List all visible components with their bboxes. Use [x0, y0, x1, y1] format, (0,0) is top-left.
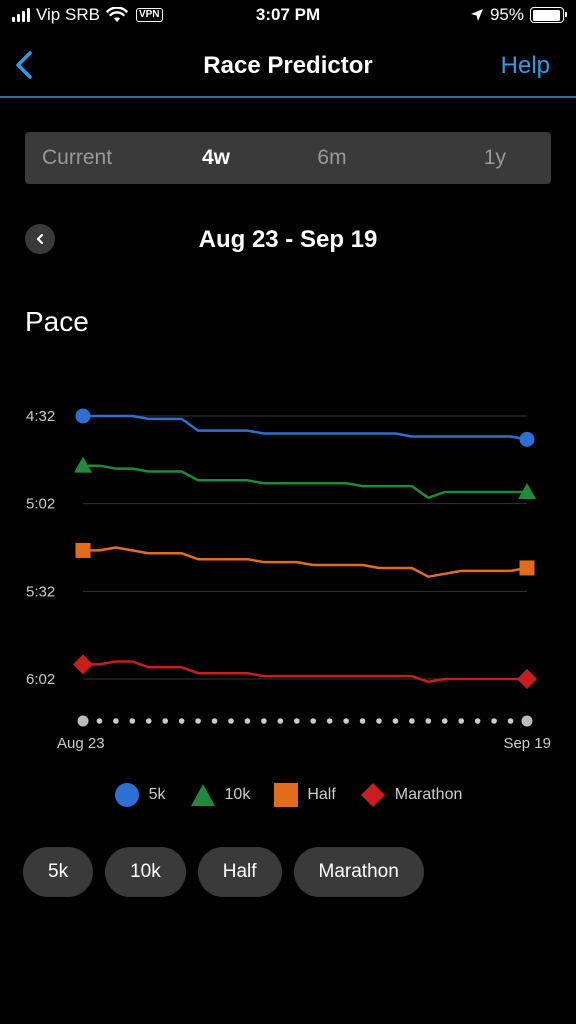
chip-5k[interactable]: 5k [23, 847, 94, 897]
series-point-marathon [73, 654, 93, 675]
x-axis-dot [310, 718, 317, 724]
y-tick-label: 5:02 [26, 496, 55, 513]
legend-label: 10k [224, 786, 251, 803]
circle-marker-icon [114, 783, 139, 807]
series-point-marathon [517, 669, 537, 689]
section-title: Pace [25, 306, 89, 337]
series-point-10k [518, 482, 536, 499]
series-point-5k [519, 431, 535, 447]
tab-4w[interactable]: 4w [201, 146, 230, 169]
chart-lines [83, 414, 528, 684]
y-axis-ticks: 4:32 5:02 5:32 6:02 [26, 408, 55, 688]
x-axis-dot [261, 718, 267, 724]
chart-legend: 5k 10k Half Marathon [0, 782, 576, 808]
square-marker-icon [274, 783, 299, 807]
x-axis-dots [77, 715, 533, 727]
x-axis-dot [521, 715, 533, 727]
x-axis-dot [77, 715, 89, 727]
x-axis-dot [162, 718, 169, 724]
status-time: 3:07 PM [255, 5, 321, 24]
legend-label: 5k [148, 786, 166, 803]
tab-6m[interactable]: 6m [317, 146, 347, 169]
help-button[interactable]: Help [500, 52, 550, 79]
diamond-marker-icon [360, 783, 385, 807]
x-tick-start: Aug 23 [57, 735, 105, 752]
status-right: 95% [470, 5, 567, 25]
back-button[interactable] [10, 48, 40, 82]
series-point-5k [75, 408, 91, 424]
x-axis-dot [507, 718, 514, 724]
x-axis-dot [376, 718, 382, 724]
x-axis-dot [491, 718, 497, 724]
chip-half[interactable]: Half [197, 847, 282, 897]
distance-chips: 5k 10k Half Marathon [23, 847, 424, 897]
date-range: Aug 23 - Sep 19 [198, 226, 378, 253]
series-line-marathon [83, 660, 527, 684]
x-axis-dot [474, 718, 481, 724]
page-title: Race Predictor [203, 52, 373, 79]
series-point-10k [74, 456, 92, 473]
y-tick-label: 5:32 [26, 583, 55, 600]
x-axis-dot [228, 718, 234, 724]
previous-period-button[interactable] [25, 224, 55, 254]
x-axis-dot [129, 718, 136, 724]
x-axis-dot [458, 718, 465, 724]
chevron-left-icon [16, 51, 32, 79]
x-axis-dot [425, 718, 432, 724]
status-left: Vip SRB VPN [12, 5, 163, 25]
chip-marathon[interactable]: Marathon [293, 847, 424, 897]
x-axis-dot [211, 718, 218, 724]
tab-current[interactable]: Current [42, 146, 113, 169]
pace-chart: 4:32 5:02 5:32 6:02 Aug 23 Sep 19 [26, 408, 551, 752]
series-point-half [75, 542, 91, 558]
battery-percent: 95% [489, 5, 524, 24]
legend-item-10k: 10k [190, 782, 251, 808]
location-arrow-icon [470, 9, 483, 21]
x-axis-dot [326, 718, 333, 724]
x-axis-dot [409, 718, 415, 724]
series-line-10k [83, 464, 527, 500]
x-axis-dot [145, 718, 152, 724]
legend-item-half: Half [274, 782, 336, 808]
triangle-marker-icon [190, 784, 215, 806]
x-axis-dot [277, 718, 284, 724]
x-axis-dot [96, 718, 103, 724]
legend-item-5k: 5k [114, 782, 166, 808]
series-point-half [519, 560, 535, 576]
x-axis-dot [441, 718, 448, 724]
x-tick-end: Sep 19 [503, 735, 551, 752]
series-line-half [83, 546, 528, 578]
y-tick-label: 6:02 [26, 671, 55, 688]
chart-grid [83, 415, 527, 680]
x-axis-dot [293, 718, 300, 724]
chip-10k[interactable]: 10k [105, 847, 186, 897]
legend-label: Marathon [394, 786, 463, 803]
period-tabs: Current 4w 6m 1y [25, 132, 551, 184]
nav-bar: Race Predictor Help [0, 34, 576, 98]
wifi-icon [106, 7, 128, 22]
x-axis-dot [195, 718, 201, 724]
x-axis-dot [392, 718, 399, 724]
signal-icon [12, 8, 30, 22]
x-axis-dot [343, 718, 349, 724]
status-bar: Vip SRB VPN 3:07 PM 95% [0, 0, 576, 34]
chart-markers [73, 408, 537, 689]
battery-icon [530, 7, 567, 23]
vpn-badge: VPN [135, 8, 163, 22]
x-axis-dot [359, 718, 366, 724]
legend-item-marathon: Marathon [360, 782, 463, 808]
y-tick-label: 4:32 [26, 408, 55, 425]
x-axis-dot [113, 718, 119, 724]
legend-label: Half [307, 786, 336, 803]
carrier-label: Vip SRB [36, 5, 100, 24]
series-line-5k [83, 414, 528, 441]
x-axis-dot [178, 718, 185, 724]
x-axis-dot [244, 718, 251, 724]
tab-1y[interactable]: 1y [483, 146, 506, 169]
chevron-left-icon [36, 233, 44, 245]
